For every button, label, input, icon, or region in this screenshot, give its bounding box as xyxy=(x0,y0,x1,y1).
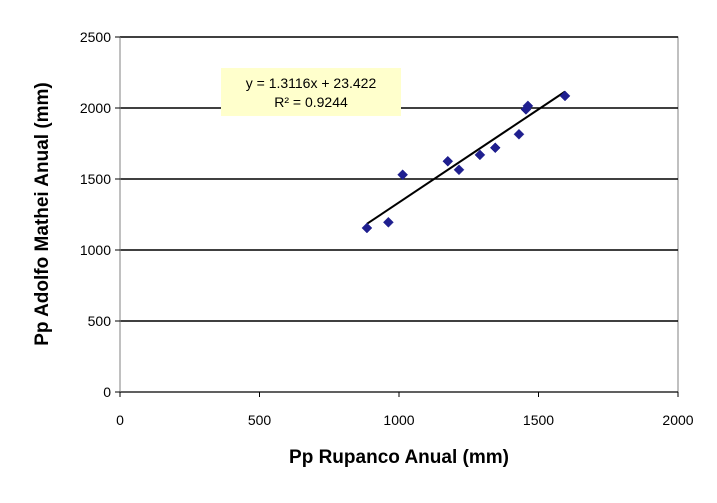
y-tick-label-3: 1500 xyxy=(80,171,111,187)
y-tick-label-0: 0 xyxy=(103,384,111,400)
data-point-3 xyxy=(442,155,454,167)
equation-box-background xyxy=(221,68,401,116)
y-axis-title: Pp Adolfo Mathei Anual (mm) xyxy=(32,82,53,346)
x-tick-labels: 0 500 1000 1500 2000 xyxy=(116,392,694,428)
trendline-group xyxy=(366,90,566,225)
data-point-9 xyxy=(522,100,534,112)
y-tick-label-5: 2500 xyxy=(80,29,111,45)
data-point-6 xyxy=(489,142,501,154)
x-tick-label-0: 0 xyxy=(116,412,124,428)
x-tick-label-4: 2000 xyxy=(662,412,693,428)
data-point-10 xyxy=(559,90,571,102)
data-points xyxy=(361,90,571,234)
data-point-2 xyxy=(397,169,408,181)
trendline-equation: y = 1.3116x + 23.422 xyxy=(246,75,377,91)
data-point-5 xyxy=(474,149,486,161)
x-tick-label-1: 500 xyxy=(248,412,272,428)
y-tick-label-2: 1000 xyxy=(80,242,111,258)
y-tick-label-1: 500 xyxy=(88,313,112,329)
x-tick-label-3: 1500 xyxy=(523,412,554,428)
data-point-1 xyxy=(383,216,394,228)
trendline xyxy=(366,90,566,225)
x-axis-title: Pp Rupanco Anual (mm) xyxy=(289,447,509,468)
data-point-4 xyxy=(453,164,465,176)
y-tick-label-4: 2000 xyxy=(80,100,111,116)
equation-box: y = 1.3116x + 23.422 R² = 0.9244 xyxy=(221,68,401,116)
x-tick-label-2: 1000 xyxy=(383,412,414,428)
data-point-7 xyxy=(513,128,525,140)
r-squared-label: R² = 0.9244 xyxy=(274,94,348,110)
data-point-0 xyxy=(361,222,373,234)
y-tick-labels: 0 500 1000 1500 2000 2500 xyxy=(80,29,120,400)
